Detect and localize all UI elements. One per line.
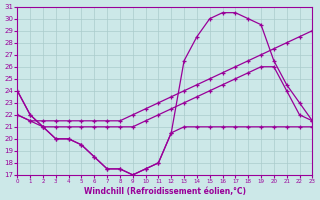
X-axis label: Windchill (Refroidissement éolien,°C): Windchill (Refroidissement éolien,°C) <box>84 187 246 196</box>
